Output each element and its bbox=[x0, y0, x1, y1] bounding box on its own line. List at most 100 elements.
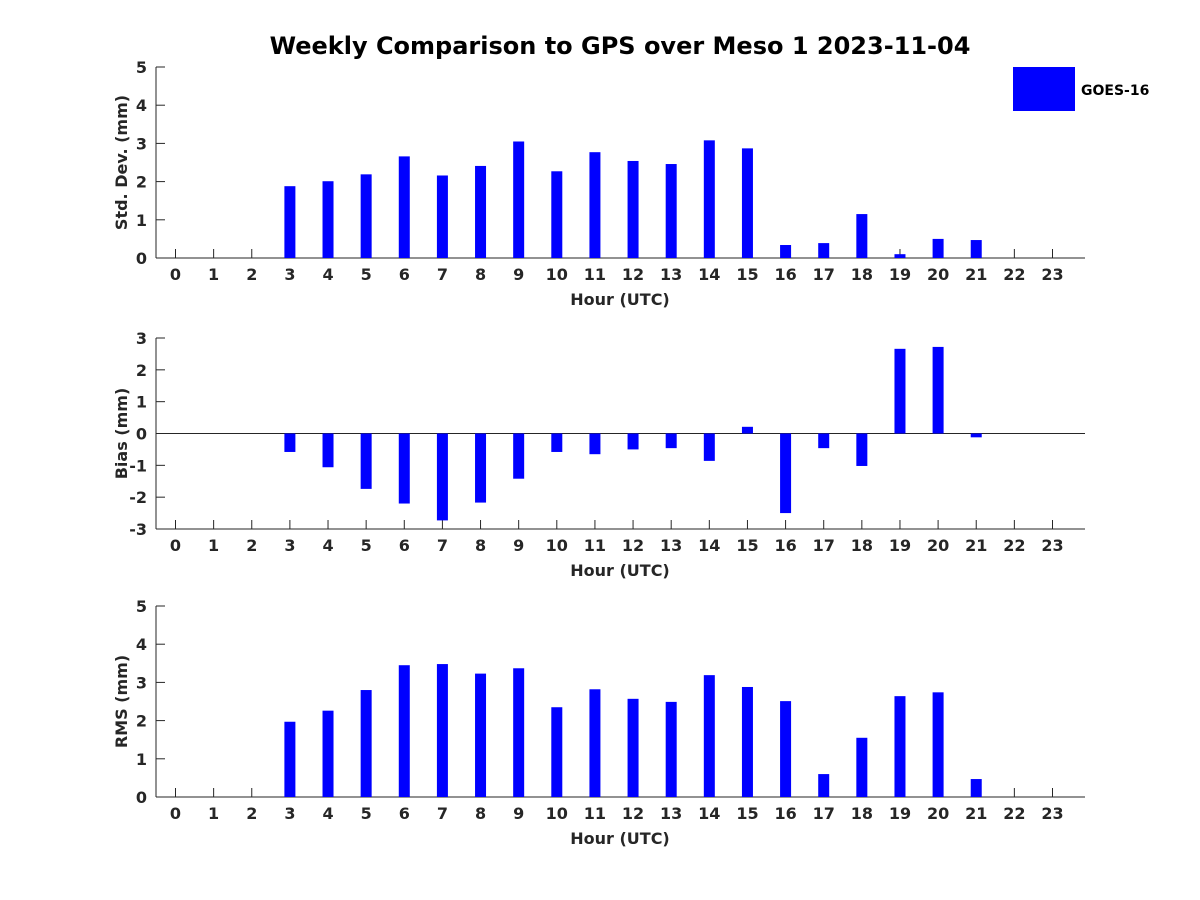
rms-y-tick-label: 5 bbox=[136, 597, 147, 616]
std-dev-bar bbox=[513, 141, 525, 258]
std-dev-x-tick-label: 5 bbox=[361, 265, 372, 284]
std-dev-bar bbox=[703, 140, 715, 258]
bias-y-tick-label: 3 bbox=[136, 329, 147, 348]
std-dev-x-tick-label: 14 bbox=[698, 265, 720, 284]
std-dev-bar bbox=[970, 240, 982, 258]
rms-x-tick-label: 22 bbox=[1003, 804, 1025, 823]
rms-bar bbox=[322, 710, 334, 797]
bias-y-tick-label: 2 bbox=[136, 361, 147, 380]
std-dev-y-tick-label: 1 bbox=[136, 211, 147, 230]
std-dev-x-tick-label: 2 bbox=[246, 265, 257, 284]
std-dev-bar bbox=[894, 254, 906, 258]
rms-bar bbox=[436, 664, 448, 797]
rms-bar bbox=[475, 673, 487, 797]
bias-x-tick-label: 17 bbox=[813, 536, 835, 555]
std-dev-bar bbox=[360, 174, 372, 258]
std-dev-x-tick-label: 17 bbox=[813, 265, 835, 284]
rms-bar bbox=[894, 696, 906, 797]
bias-bar bbox=[741, 426, 753, 434]
std-dev-x-tick-label: 19 bbox=[889, 265, 911, 284]
std-dev-x-tick-label: 8 bbox=[475, 265, 486, 284]
std-dev-x-tick-label: 20 bbox=[927, 265, 949, 284]
rms-bar bbox=[780, 701, 792, 797]
bias-x-tick-label: 15 bbox=[736, 536, 758, 555]
rms-x-tick-label: 2 bbox=[246, 804, 257, 823]
bias-x-tick-label: 16 bbox=[774, 536, 796, 555]
bias-y-tick-label: 0 bbox=[136, 425, 147, 444]
rms-bar bbox=[665, 701, 677, 797]
std-dev-x-tick-label: 22 bbox=[1003, 265, 1025, 284]
rms-y-tick-label: 2 bbox=[136, 712, 147, 731]
bias-bar bbox=[665, 433, 677, 449]
bias-bar bbox=[398, 433, 410, 504]
bias-bar bbox=[970, 433, 982, 438]
bias-x-tick-label: 5 bbox=[361, 536, 372, 555]
bias-bar bbox=[894, 348, 906, 434]
std-dev-y-tick-label: 4 bbox=[136, 96, 147, 115]
rms-x-tick-label: 14 bbox=[698, 804, 720, 823]
rms-bar bbox=[818, 774, 830, 797]
bias-x-tick-label: 3 bbox=[284, 536, 295, 555]
bias-x-tick-label: 0 bbox=[170, 536, 181, 555]
std-dev-x-tick-label: 0 bbox=[170, 265, 181, 284]
bias-x-tick-label: 19 bbox=[889, 536, 911, 555]
bias-x-tick-label: 8 bbox=[475, 536, 486, 555]
rms-x-tick-label: 21 bbox=[965, 804, 987, 823]
std-dev-x-axis-label: Hour (UTC) bbox=[570, 290, 670, 309]
rms-x-tick-label: 16 bbox=[774, 804, 796, 823]
bias-bar bbox=[703, 433, 715, 461]
bias-x-tick-label: 12 bbox=[622, 536, 644, 555]
rms-x-tick-label: 4 bbox=[322, 804, 333, 823]
bias-y-tick-label: -3 bbox=[129, 520, 147, 539]
std-dev-y-tick-label: 3 bbox=[136, 134, 147, 153]
rms-bar bbox=[970, 779, 982, 797]
bias-x-tick-label: 10 bbox=[546, 536, 568, 555]
bias-x-tick-label: 14 bbox=[698, 536, 720, 555]
rms-x-axis-label: Hour (UTC) bbox=[570, 829, 670, 848]
bias-y-axis-label: Bias (mm) bbox=[112, 388, 131, 480]
std-dev-y-axis-label: Std. Dev. (mm) bbox=[112, 95, 131, 230]
rms-y-tick-label: 3 bbox=[136, 673, 147, 692]
bias-x-tick-label: 9 bbox=[513, 536, 524, 555]
bias-bar bbox=[284, 433, 296, 452]
rms-bar bbox=[513, 668, 525, 797]
std-dev-bar bbox=[398, 156, 410, 258]
std-dev-bar bbox=[818, 243, 830, 258]
std-dev-x-tick-label: 6 bbox=[399, 265, 410, 284]
bias-bar bbox=[322, 433, 334, 468]
std-dev-x-tick-label: 23 bbox=[1041, 265, 1063, 284]
bias-x-tick-label: 22 bbox=[1003, 536, 1025, 555]
legend: GOES-16 bbox=[1013, 67, 1149, 111]
rms-x-tick-label: 15 bbox=[736, 804, 758, 823]
std-dev-bar bbox=[322, 181, 334, 258]
rms-x-tick-label: 7 bbox=[437, 804, 448, 823]
rms-y-tick-label: 0 bbox=[136, 788, 147, 807]
rms-x-tick-label: 17 bbox=[813, 804, 835, 823]
std-dev-y-tick-label: 0 bbox=[136, 249, 147, 268]
bias-x-tick-label: 1 bbox=[208, 536, 219, 555]
std-dev-x-tick-label: 11 bbox=[584, 265, 606, 284]
bias-bar bbox=[436, 433, 448, 521]
rms-x-tick-label: 19 bbox=[889, 804, 911, 823]
std-dev-y-tick-label: 5 bbox=[136, 58, 147, 77]
rms-x-tick-label: 12 bbox=[622, 804, 644, 823]
bias-bar bbox=[818, 433, 830, 449]
std-dev-bar bbox=[932, 238, 944, 258]
rms-x-tick-label: 23 bbox=[1041, 804, 1063, 823]
bias-bar bbox=[627, 433, 639, 450]
std-dev-x-tick-label: 21 bbox=[965, 265, 987, 284]
bias-x-tick-label: 11 bbox=[584, 536, 606, 555]
rms-x-tick-label: 8 bbox=[475, 804, 486, 823]
legend-label: GOES-16 bbox=[1081, 83, 1149, 99]
rms-x-tick-label: 3 bbox=[284, 804, 295, 823]
bias-x-tick-label: 23 bbox=[1041, 536, 1063, 555]
bias-x-tick-label: 13 bbox=[660, 536, 682, 555]
rms-bar bbox=[589, 689, 601, 797]
bias-y-tick-label: -2 bbox=[129, 488, 147, 507]
std-dev-bar bbox=[741, 148, 753, 258]
rms-bar bbox=[932, 692, 944, 797]
bias-x-tick-label: 2 bbox=[246, 536, 257, 555]
std-dev-x-tick-label: 1 bbox=[208, 265, 219, 284]
